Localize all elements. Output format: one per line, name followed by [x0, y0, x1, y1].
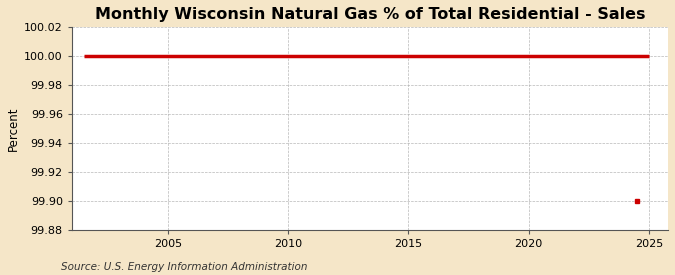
Y-axis label: Percent: Percent — [7, 106, 20, 151]
Title: Monthly Wisconsin Natural Gas % of Total Residential - Sales: Monthly Wisconsin Natural Gas % of Total… — [95, 7, 645, 22]
Text: Source: U.S. Energy Information Administration: Source: U.S. Energy Information Administ… — [61, 262, 307, 272]
